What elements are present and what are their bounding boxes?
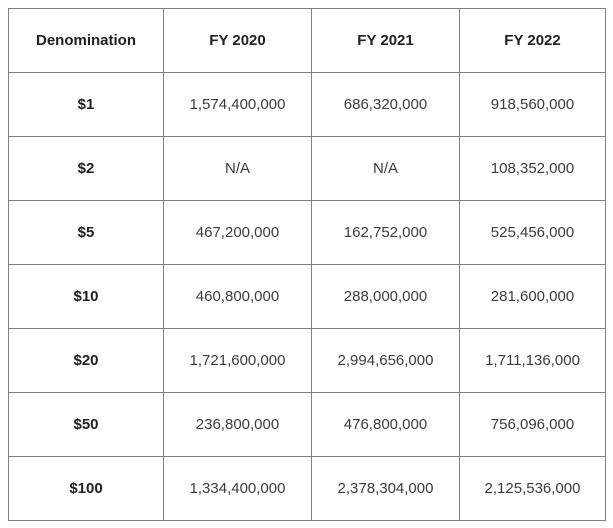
value-cell: 460,800,000 [163, 264, 312, 329]
value-cell: 686,320,000 [311, 72, 460, 137]
value-cell: 236,800,000 [163, 392, 312, 457]
denomination-label: $100 [8, 456, 164, 521]
value-cell: 467,200,000 [163, 200, 312, 265]
denomination-fiscal-year-table: Denomination FY 2020 FY 2021 FY 2022 $1 … [8, 8, 606, 521]
value-cell: N/A [311, 136, 460, 201]
value-cell: 281,600,000 [459, 264, 606, 329]
denomination-label: $1 [8, 72, 164, 137]
header-fy-2021: FY 2021 [311, 8, 460, 73]
header-fy-2022: FY 2022 [459, 8, 606, 73]
header-denomination: Denomination [8, 8, 164, 73]
value-cell: 1,711,136,000 [459, 328, 606, 393]
table-row: $100 1,334,400,000 2,378,304,000 2,125,5… [8, 456, 606, 521]
denomination-label: $10 [8, 264, 164, 329]
table-header-row: Denomination FY 2020 FY 2021 FY 2022 [8, 8, 606, 73]
value-cell: 1,574,400,000 [163, 72, 312, 137]
table-row: $50 236,800,000 476,800,000 756,096,000 [8, 392, 606, 457]
value-cell: 2,994,656,000 [311, 328, 460, 393]
value-cell: 2,378,304,000 [311, 456, 460, 521]
denomination-label: $20 [8, 328, 164, 393]
table-row: $20 1,721,600,000 2,994,656,000 1,711,13… [8, 328, 606, 393]
value-cell: 476,800,000 [311, 392, 460, 457]
value-cell: 2,125,536,000 [459, 456, 606, 521]
value-cell: 162,752,000 [311, 200, 460, 265]
denomination-label: $5 [8, 200, 164, 265]
table-row: $5 467,200,000 162,752,000 525,456,000 [8, 200, 606, 265]
value-cell: 918,560,000 [459, 72, 606, 137]
table-row: $1 1,574,400,000 686,320,000 918,560,000 [8, 72, 606, 137]
header-fy-2020: FY 2020 [163, 8, 312, 73]
table-row: $10 460,800,000 288,000,000 281,600,000 [8, 264, 606, 329]
value-cell: 108,352,000 [459, 136, 606, 201]
value-cell: 525,456,000 [459, 200, 606, 265]
value-cell: 1,721,600,000 [163, 328, 312, 393]
table-row: $2 N/A N/A 108,352,000 [8, 136, 606, 201]
value-cell: 288,000,000 [311, 264, 460, 329]
value-cell: N/A [163, 136, 312, 201]
denomination-label: $50 [8, 392, 164, 457]
denomination-label: $2 [8, 136, 164, 201]
value-cell: 756,096,000 [459, 392, 606, 457]
value-cell: 1,334,400,000 [163, 456, 312, 521]
